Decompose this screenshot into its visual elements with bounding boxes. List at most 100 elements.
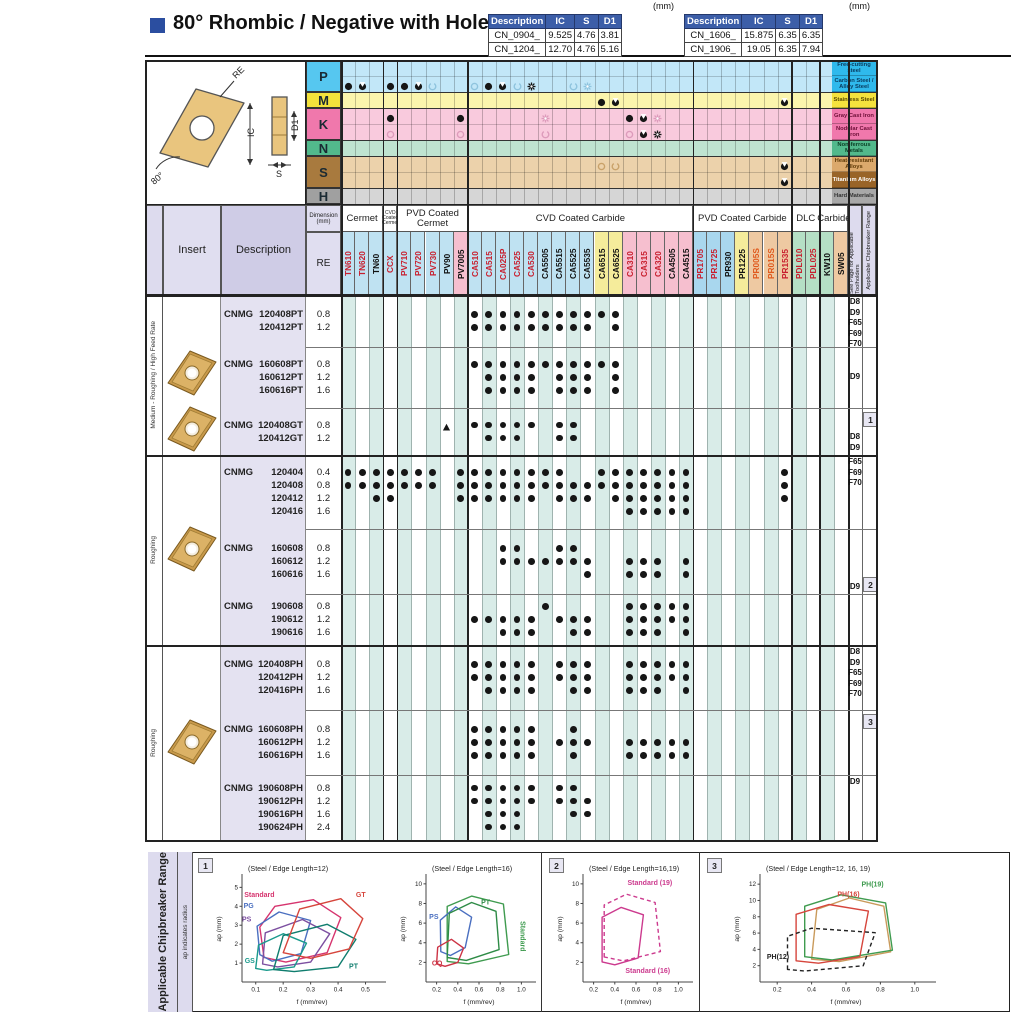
grade-dot xyxy=(499,823,507,831)
band-gridline xyxy=(524,92,526,108)
grade-dot xyxy=(569,495,577,502)
band-gridline xyxy=(524,188,526,204)
band-gridline xyxy=(622,140,624,156)
band-gridline xyxy=(538,156,540,188)
grade-dot xyxy=(513,752,521,759)
svg-text:0.4: 0.4 xyxy=(807,987,816,994)
grade-symbol xyxy=(568,79,579,90)
grade-name: CA5525 xyxy=(568,248,579,279)
grade-dot xyxy=(499,434,507,442)
band-gridline xyxy=(679,188,680,204)
chart-series-Standard (16) xyxy=(601,906,645,966)
band-gridline xyxy=(594,108,596,140)
band-gridline xyxy=(777,92,779,108)
grade-name: CA525 xyxy=(512,250,523,277)
description-cell xyxy=(221,455,306,529)
column-line xyxy=(355,295,357,840)
grade-dot xyxy=(527,482,535,489)
dim-col-header: IC xyxy=(741,14,777,29)
svg-text:2: 2 xyxy=(752,963,756,970)
material-label: Gray Cast Iron xyxy=(832,108,876,124)
grade-dot xyxy=(682,469,690,476)
band-gridline xyxy=(495,156,497,188)
dim-cell: 19.05 xyxy=(741,42,777,57)
grade-dot xyxy=(555,311,563,318)
section-line xyxy=(145,645,876,647)
grade-name: PR1225 xyxy=(737,248,748,279)
grade-dot xyxy=(682,674,690,681)
column-stripe xyxy=(679,295,694,840)
see-page-header: See Page for Applicable Toolholders xyxy=(848,205,862,295)
column-line xyxy=(439,295,441,840)
grade-symbol xyxy=(455,111,466,122)
grade-dot xyxy=(485,810,493,818)
description-row: 120412PH xyxy=(258,672,303,683)
grade-dot xyxy=(513,687,521,694)
grade-dot xyxy=(485,361,493,368)
material-label: Free-cutting steel xyxy=(832,60,876,76)
grade-dot xyxy=(555,361,563,368)
grade-dot xyxy=(626,508,634,515)
grade-dot xyxy=(513,469,521,476)
grade-dot xyxy=(499,674,507,681)
material-band xyxy=(341,108,876,140)
re-value: 0.8 xyxy=(316,782,331,794)
grade-column-header: TN610 xyxy=(341,232,356,295)
band-gridline xyxy=(481,156,483,188)
grade-dot xyxy=(541,558,549,565)
chart-series-label: GS xyxy=(245,958,255,965)
material-class-S: S xyxy=(306,156,341,188)
svg-text:ap (mm): ap (mm) xyxy=(734,916,741,941)
grade-name: PR1705 xyxy=(695,248,706,279)
block-line xyxy=(221,347,876,348)
svg-text:4: 4 xyxy=(418,940,422,947)
grade-name: CA5505 xyxy=(540,248,551,279)
grade-dot xyxy=(527,739,535,746)
band-gridline xyxy=(650,140,652,156)
band-gridline xyxy=(495,140,497,156)
dim-col-header: D1 xyxy=(798,14,824,29)
grade-dot xyxy=(527,311,535,318)
svg-text:2: 2 xyxy=(418,959,422,966)
grade-dot xyxy=(654,558,662,565)
frame xyxy=(145,60,876,62)
grade-dot xyxy=(429,482,436,489)
svg-text:(Steel / Edge Length=16,19): (Steel / Edge Length=16,19) xyxy=(589,864,679,873)
re-value: 0.8 xyxy=(316,309,331,320)
grade-dot xyxy=(499,361,507,368)
band-gridline xyxy=(594,60,596,92)
column-stripe xyxy=(425,295,440,840)
grade-dot xyxy=(626,687,634,694)
grade-column-header: CA025P xyxy=(495,232,510,295)
column-line xyxy=(369,295,371,840)
grade-name: PV720 xyxy=(413,251,424,276)
grade-name: CA4515 xyxy=(681,248,692,279)
band-gridline xyxy=(622,92,624,108)
grade-dot xyxy=(513,495,521,502)
grade-symbol xyxy=(779,175,790,186)
band-gridline xyxy=(707,140,709,156)
description-row: CNMG 160608PT xyxy=(224,359,303,370)
dim-col-header: Description xyxy=(487,14,547,29)
grade-dot xyxy=(612,495,620,502)
column-stripe xyxy=(538,295,553,840)
re-value: 2.4 xyxy=(316,821,331,833)
grade-dot xyxy=(499,726,507,733)
grade-column-header: CA320 xyxy=(650,232,665,295)
band-gridline xyxy=(664,140,666,156)
re-value: 0.8 xyxy=(316,419,331,431)
grade-dot xyxy=(499,311,507,318)
grade-dot xyxy=(513,434,521,442)
grade-dot xyxy=(682,629,690,636)
grade-dot xyxy=(471,661,479,668)
material-label: Nodular Cast Iron xyxy=(832,124,876,140)
grade-dot xyxy=(344,469,352,476)
subrow-line xyxy=(341,76,832,77)
description-row: CNMG 120404 xyxy=(224,467,303,478)
band-gridline xyxy=(369,108,371,140)
column-line xyxy=(495,295,497,840)
band-gridline xyxy=(439,140,441,156)
block-line xyxy=(221,594,876,595)
grade-dot xyxy=(555,387,563,394)
dim-col-header: S xyxy=(574,14,599,29)
